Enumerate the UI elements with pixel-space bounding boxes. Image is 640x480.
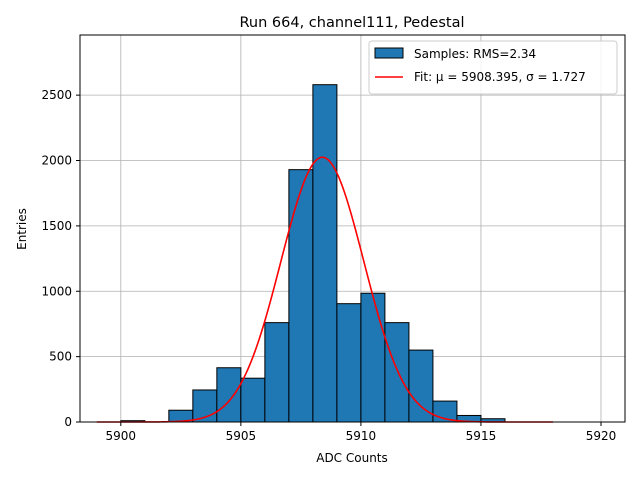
legend: Samples: RMS=2.34 Fit: μ = 5908.395, σ =… (368, 40, 618, 95)
y-tick-label: 500 (49, 350, 72, 364)
x-tick-label: 5920 (586, 429, 617, 443)
histogram-bars (120, 84, 506, 423)
legend-label-samples: Samples: RMS=2.34 (414, 47, 536, 61)
plot-frame (79, 34, 626, 423)
x-tick-label: 5910 (346, 429, 377, 443)
y-tick-label: 1500 (41, 219, 72, 233)
y-tick-label: 2500 (41, 88, 72, 102)
legend-swatch-samples (374, 47, 404, 59)
histogram-bar (312, 84, 338, 423)
histogram-bar (408, 349, 434, 423)
y-axis-label: Entries (15, 208, 29, 250)
legend-label-fit: Fit: μ = 5908.395, σ = 1.727 (414, 70, 586, 84)
x-tick-label: 5905 (226, 429, 257, 443)
x-tick-label: 5915 (466, 429, 497, 443)
y-tick-label: 2000 (41, 154, 72, 168)
y-axis-ticks: 0 500 1000 1500 2000 2500 (41, 88, 80, 429)
legend-box (368, 40, 618, 95)
y-tick-label: 0 (64, 415, 72, 429)
x-axis-ticks: 5900 5905 5910 5915 5920 (106, 422, 617, 443)
histogram-bar (216, 367, 242, 423)
x-axis-label: ADC Counts (316, 451, 388, 465)
histogram-bar (240, 377, 266, 423)
histogram-bar (264, 322, 290, 423)
chart-title: Run 664, channel111, Pedestal (239, 15, 464, 31)
histogram-bar (384, 322, 410, 423)
histogram-bar (360, 292, 386, 423)
x-tick-label: 5900 (106, 429, 137, 443)
histogram-bar (336, 303, 362, 423)
histogram-bar (288, 169, 314, 423)
y-tick-label: 1000 (41, 284, 72, 298)
